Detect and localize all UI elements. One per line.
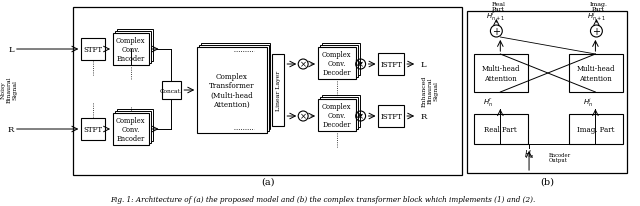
FancyBboxPatch shape xyxy=(117,30,152,62)
Text: Complex
Transformer
(Multi-head
Attention): Complex Transformer (Multi-head Attentio… xyxy=(209,73,255,108)
Text: $H^i_{n+1}$: $H^i_{n+1}$ xyxy=(587,10,606,23)
Text: R: R xyxy=(420,112,426,121)
Text: Real
Part: Real Part xyxy=(492,2,506,12)
Text: STFT: STFT xyxy=(84,125,102,133)
Text: Real Part: Real Part xyxy=(484,125,517,133)
FancyBboxPatch shape xyxy=(318,48,356,80)
Text: Fig. 1: Architecture of (a) the proposed model and (b) the complex transformer b: Fig. 1: Architecture of (a) the proposed… xyxy=(110,195,536,203)
Text: $H^r_n$: $H^r_n$ xyxy=(483,96,493,109)
Text: ×: × xyxy=(300,112,307,121)
FancyBboxPatch shape xyxy=(273,55,284,126)
Text: (b): (b) xyxy=(540,177,554,186)
FancyBboxPatch shape xyxy=(199,46,269,131)
Text: ×: × xyxy=(357,60,364,69)
FancyBboxPatch shape xyxy=(81,39,105,61)
FancyBboxPatch shape xyxy=(197,48,266,133)
Text: +: + xyxy=(492,27,500,37)
FancyBboxPatch shape xyxy=(113,34,148,66)
FancyBboxPatch shape xyxy=(320,46,358,78)
FancyBboxPatch shape xyxy=(322,96,360,127)
FancyBboxPatch shape xyxy=(115,111,150,143)
Text: Linear Layer: Linear Layer xyxy=(276,71,281,111)
Text: Complex
Conv.
Decoder: Complex Conv. Decoder xyxy=(322,102,351,129)
FancyBboxPatch shape xyxy=(113,114,148,145)
FancyBboxPatch shape xyxy=(474,115,528,144)
Text: +: + xyxy=(593,27,600,37)
Text: Concat.: Concat. xyxy=(160,88,183,93)
FancyBboxPatch shape xyxy=(81,118,105,140)
FancyBboxPatch shape xyxy=(201,44,271,129)
Text: (a): (a) xyxy=(260,177,275,186)
FancyBboxPatch shape xyxy=(115,32,150,64)
FancyBboxPatch shape xyxy=(117,109,152,141)
FancyBboxPatch shape xyxy=(322,44,360,76)
Text: ×: × xyxy=(300,60,307,69)
FancyBboxPatch shape xyxy=(161,82,181,99)
Text: Noisy
Binaural
Signal: Noisy Binaural Signal xyxy=(1,76,17,103)
Text: L: L xyxy=(420,61,426,69)
FancyBboxPatch shape xyxy=(378,54,404,76)
Text: L: L xyxy=(8,46,13,54)
FancyBboxPatch shape xyxy=(569,55,623,92)
FancyBboxPatch shape xyxy=(467,12,627,173)
FancyBboxPatch shape xyxy=(378,105,404,127)
Text: $H^i_n$: $H^i_n$ xyxy=(584,96,593,109)
Text: $H^r_{n+1}$: $H^r_{n+1}$ xyxy=(486,11,505,23)
Text: STFT: STFT xyxy=(84,46,102,54)
FancyBboxPatch shape xyxy=(569,115,623,144)
Text: Enhanced
Binaural
Signal: Enhanced Binaural Signal xyxy=(422,75,438,106)
Text: Imag.
Part: Imag. Part xyxy=(589,2,607,12)
Text: Complex
Conv.
Decoder: Complex Conv. Decoder xyxy=(322,50,351,77)
FancyBboxPatch shape xyxy=(74,8,461,175)
FancyBboxPatch shape xyxy=(320,97,358,129)
Text: $H_n$: $H_n$ xyxy=(524,148,534,160)
Text: ISTFT: ISTFT xyxy=(380,112,403,121)
FancyBboxPatch shape xyxy=(318,99,356,131)
FancyBboxPatch shape xyxy=(474,55,528,92)
Text: Encoder
Output: Encoder Output xyxy=(549,152,571,163)
Text: Multi-head
Attention: Multi-head Attention xyxy=(481,65,520,82)
Text: ISTFT: ISTFT xyxy=(380,61,403,69)
Text: R: R xyxy=(8,125,14,133)
Text: Complex
Conv.
Encoder: Complex Conv. Encoder xyxy=(116,37,145,63)
Text: Multi-head
Attention: Multi-head Attention xyxy=(577,65,615,82)
Text: Imag. Part: Imag. Part xyxy=(577,125,614,133)
Text: ×: × xyxy=(357,112,364,121)
Text: Complex
Conv.
Encoder: Complex Conv. Encoder xyxy=(116,116,145,143)
